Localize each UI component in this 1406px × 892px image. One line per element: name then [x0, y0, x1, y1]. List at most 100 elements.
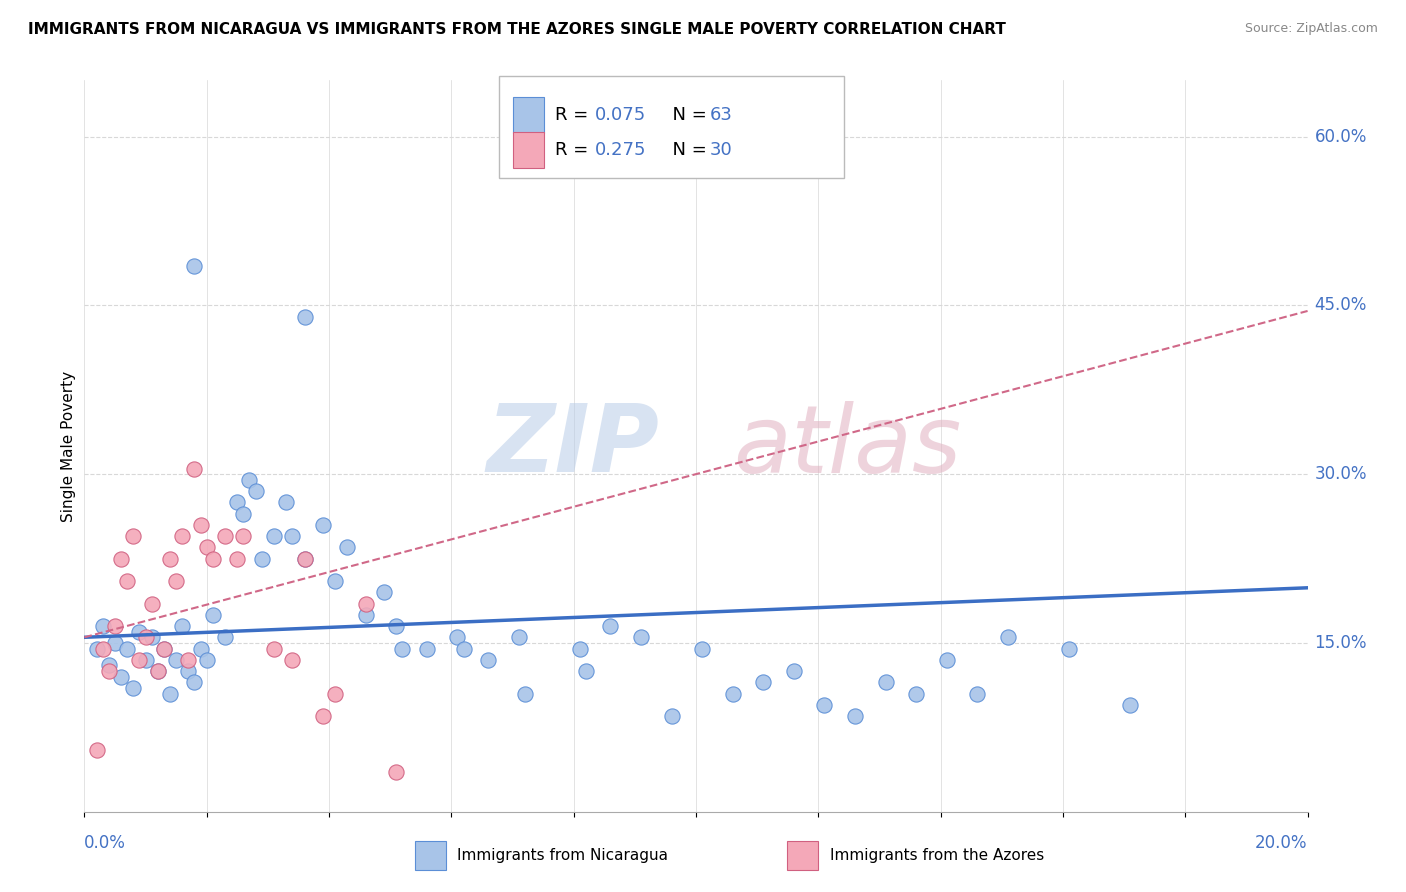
Text: 15.0%: 15.0%: [1315, 634, 1367, 652]
Point: [250, 551, 273, 566]
Point: [165, 653, 187, 667]
Text: ZIP: ZIP: [486, 400, 659, 492]
Point: [183, 675, 205, 690]
Point: [281, 653, 304, 667]
Point: [153, 641, 176, 656]
Point: [875, 675, 897, 690]
Point: [91, 619, 114, 633]
Point: [104, 636, 127, 650]
Point: [110, 551, 132, 566]
Point: [159, 551, 181, 566]
Point: [91, 641, 114, 656]
Point: [385, 619, 408, 633]
Text: atlas: atlas: [733, 401, 960, 491]
Point: [513, 687, 536, 701]
Point: [232, 529, 254, 543]
Point: [190, 517, 212, 532]
Text: Immigrants from Nicaragua: Immigrants from Nicaragua: [457, 848, 668, 863]
Point: [312, 517, 335, 532]
Point: [263, 641, 285, 656]
Point: [690, 641, 713, 656]
Point: [135, 653, 157, 667]
Text: N =: N =: [661, 141, 713, 159]
Point: [135, 630, 157, 644]
Point: [354, 607, 377, 622]
Point: [159, 687, 181, 701]
Point: [104, 619, 127, 633]
Text: 0.0%: 0.0%: [84, 834, 127, 852]
Point: [997, 630, 1019, 644]
Point: [86, 743, 108, 757]
Point: [201, 607, 224, 622]
Point: [276, 495, 298, 509]
Point: [122, 681, 145, 695]
Point: [122, 529, 145, 543]
Point: [115, 574, 138, 588]
Point: [599, 619, 621, 633]
Point: [416, 641, 439, 656]
Text: 20.0%: 20.0%: [1256, 834, 1308, 852]
Y-axis label: Single Male Poverty: Single Male Poverty: [60, 370, 76, 522]
Point: [226, 551, 249, 566]
Point: [568, 641, 591, 656]
Point: [323, 687, 346, 701]
Point: [183, 259, 205, 273]
Point: [190, 641, 212, 656]
Point: [115, 641, 138, 656]
Point: [477, 653, 499, 667]
Text: 30: 30: [710, 141, 733, 159]
Point: [844, 709, 866, 723]
Point: [752, 675, 775, 690]
Point: [86, 641, 108, 656]
Text: N =: N =: [661, 106, 713, 124]
Point: [294, 551, 316, 566]
Point: [1119, 698, 1142, 712]
Point: [935, 653, 957, 667]
Point: [128, 624, 150, 639]
Text: 30.0%: 30.0%: [1315, 465, 1367, 483]
Text: Source: ZipAtlas.com: Source: ZipAtlas.com: [1244, 22, 1378, 36]
Point: [508, 630, 530, 644]
Text: Immigrants from the Azores: Immigrants from the Azores: [830, 848, 1043, 863]
Point: [294, 551, 316, 566]
Point: [165, 574, 187, 588]
Point: [245, 483, 267, 498]
Point: [177, 653, 200, 667]
Point: [195, 653, 218, 667]
Point: [446, 630, 468, 644]
Text: IMMIGRANTS FROM NICARAGUA VS IMMIGRANTS FROM THE AZORES SINGLE MALE POVERTY CORR: IMMIGRANTS FROM NICARAGUA VS IMMIGRANTS …: [28, 22, 1007, 37]
Point: [146, 664, 169, 678]
Point: [141, 630, 163, 644]
Point: [294, 310, 316, 324]
Point: [201, 551, 224, 566]
Point: [323, 574, 346, 588]
Point: [263, 529, 285, 543]
Point: [373, 585, 395, 599]
Point: [385, 765, 408, 780]
Point: [281, 529, 304, 543]
Point: [214, 630, 236, 644]
Point: [783, 664, 806, 678]
Point: [97, 658, 120, 673]
Point: [110, 670, 132, 684]
Text: R =: R =: [555, 106, 595, 124]
Point: [172, 619, 194, 633]
Point: [630, 630, 652, 644]
Point: [141, 597, 163, 611]
Text: 60.0%: 60.0%: [1315, 128, 1367, 145]
Point: [214, 529, 236, 543]
Point: [146, 664, 169, 678]
Text: 0.075: 0.075: [595, 106, 645, 124]
Point: [238, 473, 260, 487]
Text: R =: R =: [555, 141, 595, 159]
Point: [153, 641, 176, 656]
Point: [232, 507, 254, 521]
Point: [97, 664, 120, 678]
Point: [453, 641, 475, 656]
Point: [226, 495, 249, 509]
Point: [195, 541, 218, 555]
Text: 0.275: 0.275: [595, 141, 647, 159]
Point: [336, 541, 359, 555]
Point: [905, 687, 928, 701]
Point: [1057, 641, 1080, 656]
